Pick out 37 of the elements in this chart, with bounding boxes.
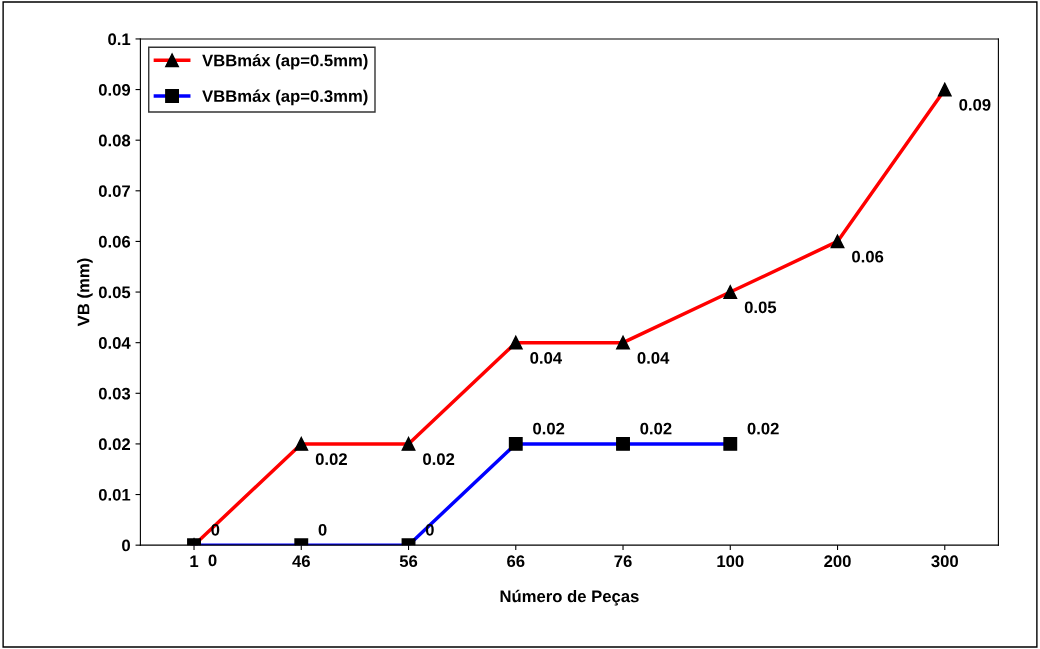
data-label: 0.04 [530,352,563,364]
data-label: 0.02 [315,453,347,466]
legend-label: VBBmáx (ap=0.5mm) [202,53,368,70]
data-label: 0.04 [637,352,670,364]
data-label: 0.02 [747,422,779,435]
y-tick-label: 0.07 [98,185,130,198]
x-tick-label: 200 [824,555,851,568]
data-label: 0 [318,523,327,536]
y-tick-label: 0.04 [98,337,131,349]
y-tick-label: 0.05 [98,286,131,299]
x-tick-label: 1 [190,555,199,567]
x-tick-label: 66 [507,555,525,568]
x-tick-label: 300 [931,555,958,568]
y-tick-label: 0.01 [98,488,131,501]
y-tick-label: 0.06 [98,235,131,248]
y-tick-label: 0.02 [98,438,131,451]
data-label: 0.06 [852,250,884,263]
data-label: 0 [208,554,217,567]
data-label: 0.05 [744,301,777,314]
x-axis-title: Número de Peças [500,589,639,606]
y-tick-label: 0.08 [98,134,131,147]
data-label: 0.02 [640,422,672,435]
data-label: 0.09 [959,98,991,111]
data-label: 0 [425,523,434,536]
x-tick-label: 76 [614,555,632,568]
data-label: 0.02 [533,422,565,435]
y-tick-label: 0.03 [98,387,131,400]
data-label: 0.02 [423,453,455,466]
y-tick-label: 0 [122,539,130,552]
x-tick-label: 56 [399,555,418,568]
y-tick-label: 0.09 [98,83,131,96]
data-label: 0 [211,523,220,536]
legend-label: VBBmáx (ap=0.3mm) [202,89,368,106]
x-tick-label: 100 [717,555,744,568]
y-tick-label: 0.1 [108,33,131,46]
y-axis-title: VB (mm) [77,258,93,327]
x-tick-label: 46 [292,555,310,568]
